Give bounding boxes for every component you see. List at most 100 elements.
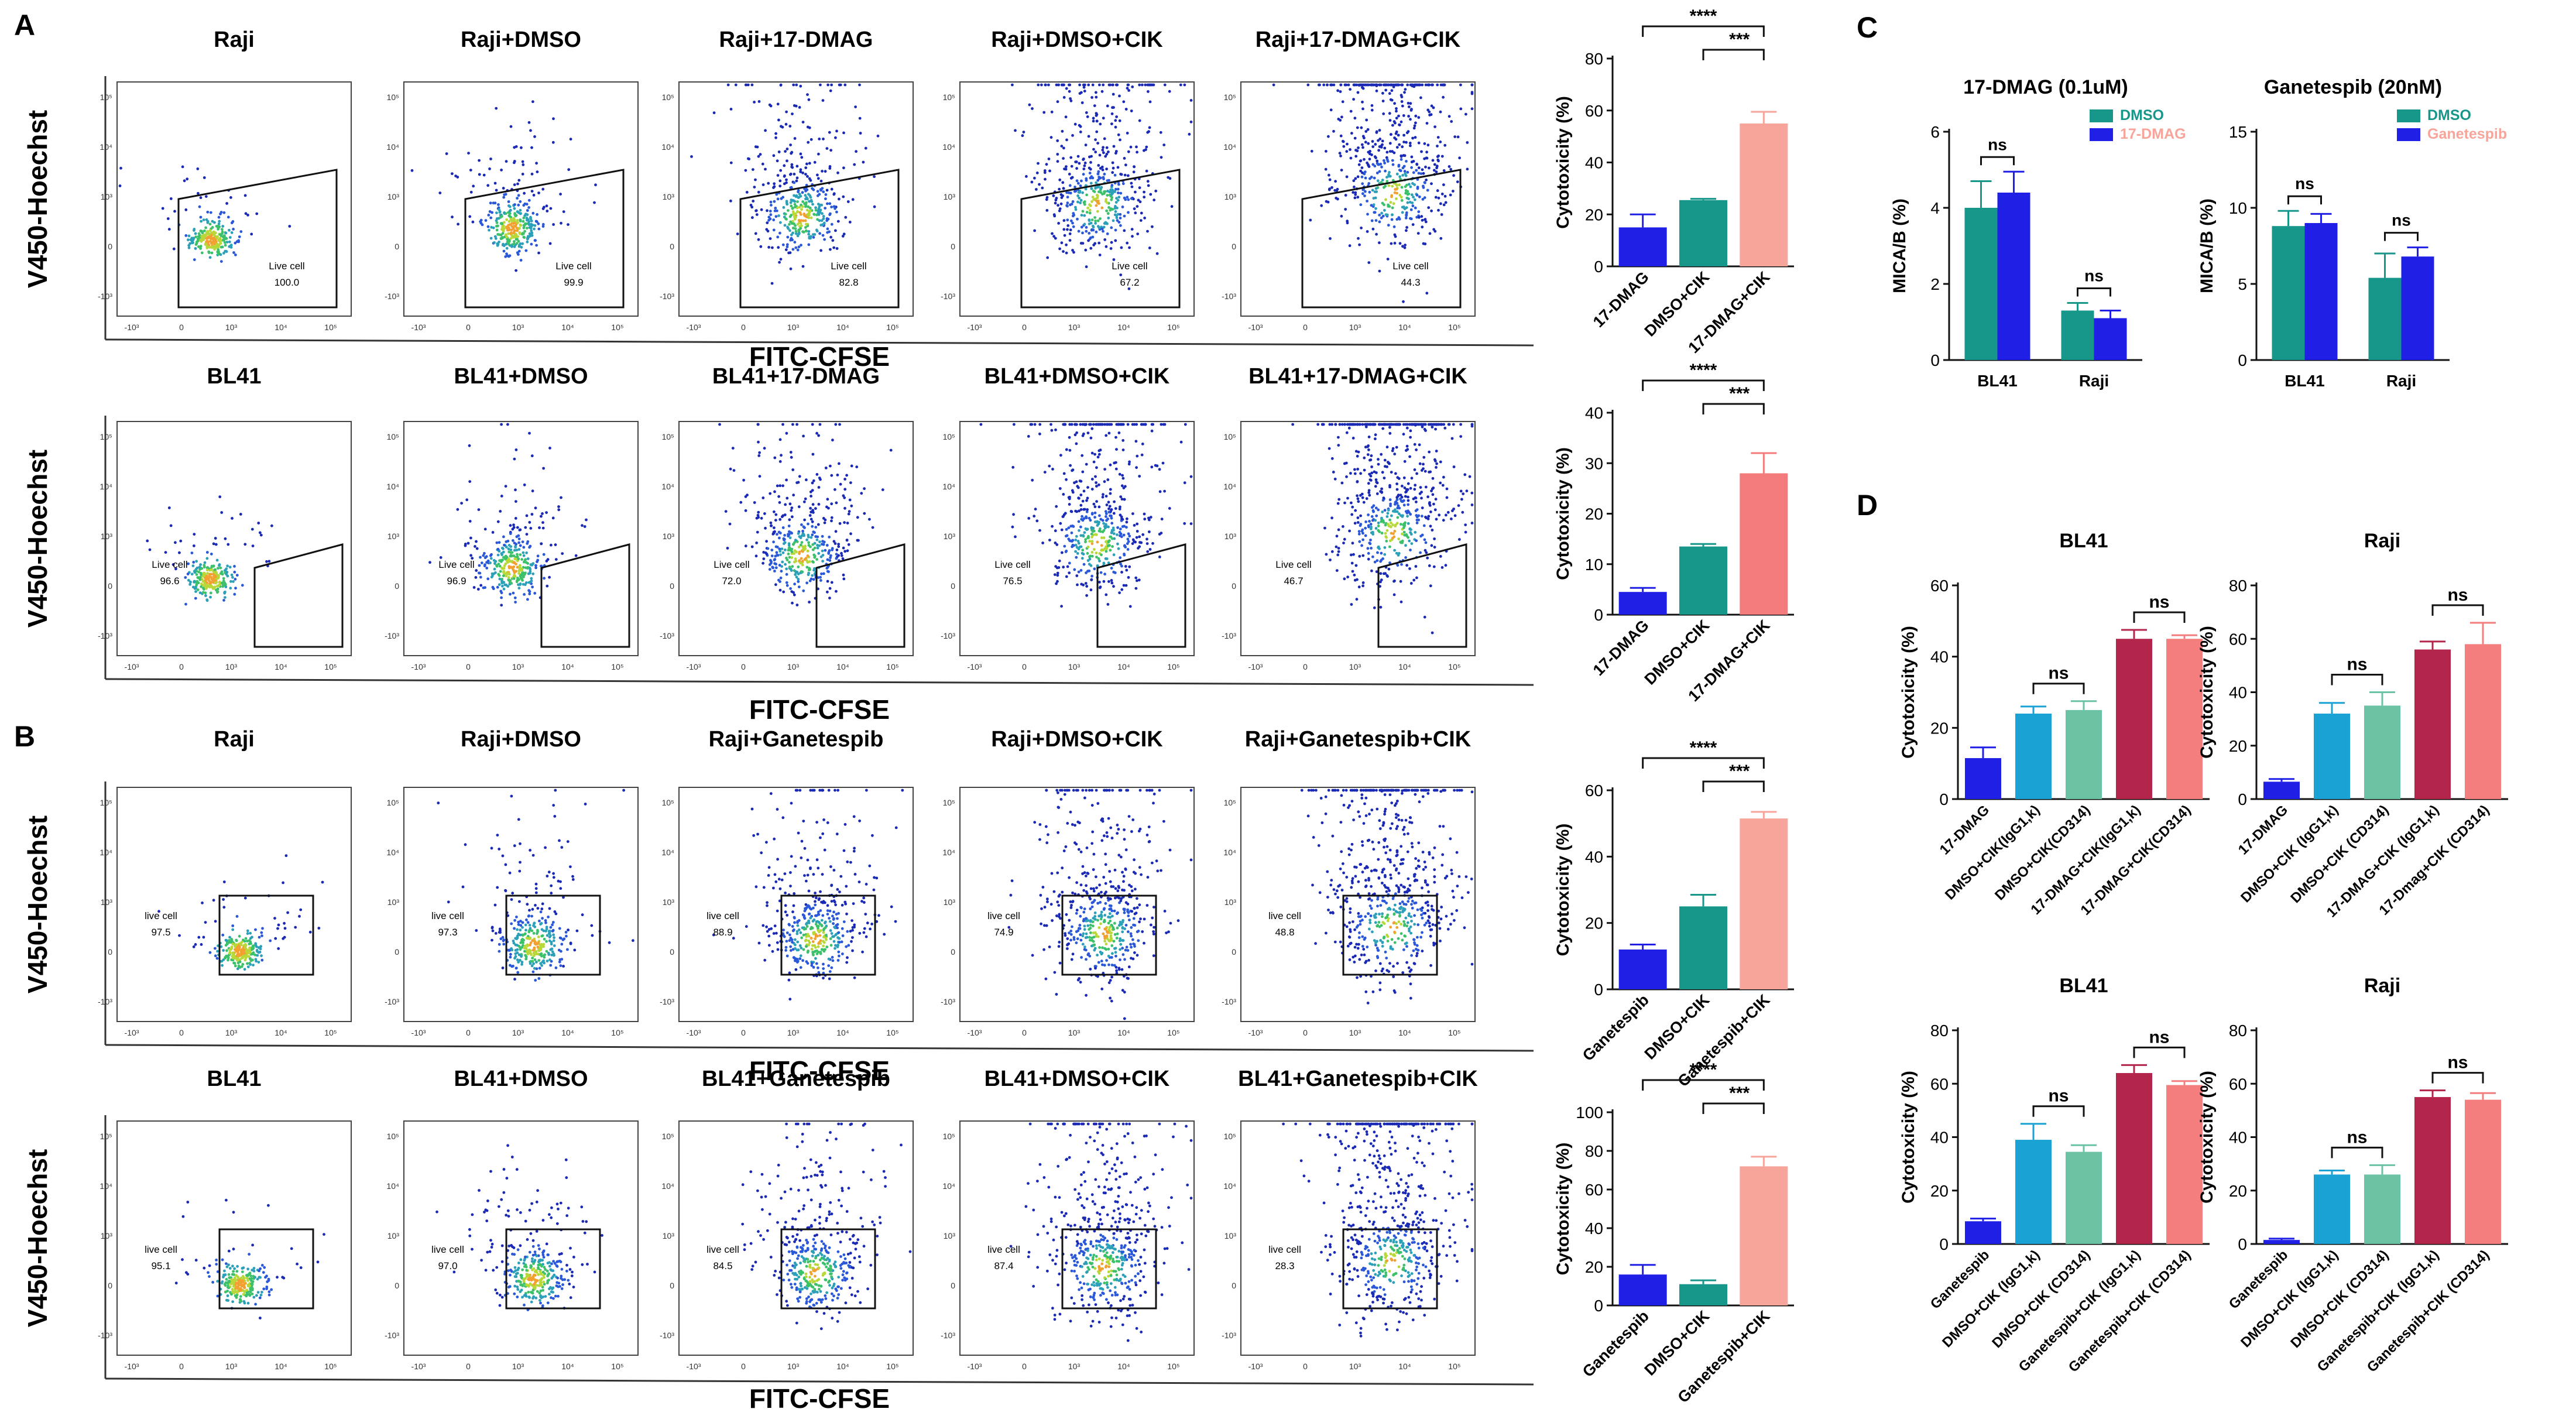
- flow-event-dot: [1426, 188, 1429, 192]
- flow-event-dot: [541, 526, 545, 530]
- flow-event-dot: [1414, 121, 1417, 125]
- flow-event-dot: [1137, 198, 1140, 202]
- flow-event-dot: [1090, 155, 1093, 158]
- flow-event-dot: [1342, 525, 1344, 528]
- flow-event-dot: [1107, 501, 1110, 504]
- flow-event-dot: [769, 492, 772, 495]
- flow-event-dot: [1149, 516, 1152, 519]
- flow-event-dot: [260, 931, 263, 934]
- flow-x-tick: 10⁴: [1398, 662, 1411, 671]
- flow-event-dot: [196, 237, 200, 241]
- flow-event-dot: [1442, 169, 1446, 172]
- flow-event-dot: [234, 957, 236, 960]
- flow-event-dot: [1380, 211, 1384, 215]
- flow-row-a2: V450-HoechstFITC-CFSEBL4110⁵10⁴10³0-10³-…: [22, 364, 1534, 725]
- flow-event-dot: [1145, 537, 1148, 541]
- flow-event-dot: [774, 513, 778, 516]
- flow-event-dot: [1163, 83, 1167, 87]
- flow-event-dot: [1161, 461, 1165, 465]
- flow-event-dot: [217, 574, 220, 577]
- flow-event-dot: [1361, 182, 1364, 186]
- flow-event-dot: [1064, 423, 1067, 426]
- flow-event-dot: [1373, 164, 1377, 168]
- flow-event-dot: [795, 179, 798, 183]
- flow-event-dot: [774, 583, 777, 587]
- flow-event-dot: [513, 203, 516, 206]
- flow-event-dot: [257, 946, 260, 950]
- flow-event-dot: [813, 556, 817, 559]
- flow-event-dot: [1413, 183, 1416, 186]
- flow-event-dot: [789, 267, 793, 270]
- flow-event-dot: [1385, 445, 1389, 449]
- flow-event-dot: [798, 205, 801, 209]
- flow-event-dot: [766, 547, 770, 550]
- flow-event-dot: [1116, 219, 1119, 222]
- flow-event-dot: [522, 224, 526, 227]
- flow-event-dot: [1377, 545, 1380, 549]
- flow-event-dot: [1065, 448, 1068, 451]
- flow-event-dot: [184, 234, 188, 237]
- flow-event-dot: [214, 537, 217, 540]
- flow-event-dot: [1088, 218, 1091, 221]
- flow-event-dot: [1088, 516, 1091, 520]
- flow-event-dot: [848, 510, 851, 513]
- flow-event-dot: [554, 966, 558, 969]
- flow-event-dot: [838, 197, 841, 201]
- flow-event-dot: [809, 490, 812, 493]
- flow-event-dot: [1353, 522, 1357, 525]
- flow-event-dot: [523, 229, 526, 233]
- flow-event-dot: [1096, 201, 1099, 204]
- flow-event-dot: [1045, 163, 1048, 166]
- flow-event-dot: [1410, 155, 1414, 159]
- flow-event-dot: [1042, 111, 1046, 114]
- flow-event-dot: [489, 216, 493, 220]
- flow-event-dot: [1069, 191, 1072, 195]
- flow-event-dot: [228, 236, 232, 239]
- flow-event-dot: [529, 215, 532, 219]
- flow-event-dot: [824, 197, 827, 200]
- flow-event-dot: [1147, 90, 1150, 93]
- flow-event-dot: [801, 570, 804, 574]
- flow-event-dot: [790, 165, 794, 169]
- flow-event-dot: [800, 224, 803, 227]
- flow-event-dot: [754, 145, 757, 149]
- flow-event-dot: [1135, 466, 1138, 469]
- flow-event-dot: [1403, 460, 1407, 463]
- flow-event-dot: [1359, 493, 1362, 497]
- flow-event-dot: [1395, 482, 1399, 485]
- flow-event-dot: [1058, 178, 1062, 181]
- flow-event-dot: [807, 193, 810, 196]
- flow-event-dot: [791, 248, 795, 251]
- flow-event-dot: [1364, 130, 1368, 133]
- flow-event-dot: [1148, 518, 1151, 522]
- flow-event-dot: [798, 193, 801, 196]
- flow-event-dot: [1367, 489, 1371, 492]
- flow-event-dot: [486, 577, 490, 581]
- flow-event-dot: [286, 911, 289, 914]
- flow-event-dot: [1127, 150, 1130, 153]
- flow-event-dot: [1011, 465, 1015, 469]
- flow-event-dot: [1109, 492, 1112, 495]
- flow-event-dot: [781, 243, 785, 246]
- flow-event-dot: [197, 191, 200, 195]
- flow-y-tick: -10³: [385, 631, 399, 640]
- flow-event-dot: [788, 518, 791, 522]
- flow-event-dot: [786, 245, 789, 249]
- flow-event-dot: [504, 863, 507, 866]
- flow-event-dot: [224, 244, 227, 247]
- flow-event-dot: [510, 234, 514, 238]
- flow-event-dot: [772, 540, 775, 544]
- flow-event-dot: [523, 483, 526, 486]
- flow-event-dot: [1122, 100, 1126, 104]
- flow-event-dot: [1078, 529, 1081, 532]
- flow-event-dot: [500, 596, 503, 599]
- flow-event-dot: [1111, 83, 1114, 87]
- flow-event-dot: [1123, 229, 1126, 232]
- flow-event-dot: [1079, 568, 1083, 572]
- flow-event-dot: [227, 543, 230, 546]
- flow-event-dot: [1413, 443, 1416, 446]
- flow-event-dot: [498, 583, 501, 587]
- flow-event-dot: [818, 232, 821, 235]
- flow-event-dot: [273, 917, 276, 920]
- flow-event-dot: [747, 157, 751, 160]
